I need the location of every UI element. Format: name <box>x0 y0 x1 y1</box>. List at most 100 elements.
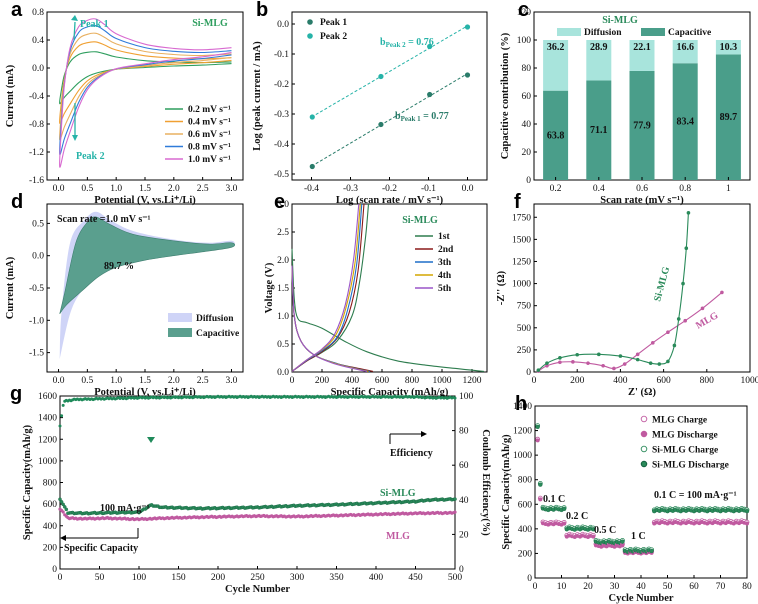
mlg-point <box>720 290 724 295</box>
mlg-curve <box>538 291 723 372</box>
legend-entry: Diffusion <box>584 28 622 38</box>
mlg-point <box>612 366 616 371</box>
si-mlg-point <box>681 281 685 286</box>
x-tick-label: 100 <box>132 573 147 583</box>
rate-label: 1 C <box>631 531 646 542</box>
bar-label-diffusion: 36.2 <box>547 42 565 53</box>
y-tick-label: -1.5 <box>29 349 44 359</box>
y2-tick-label: 20 <box>459 530 469 540</box>
discharge-curve <box>291 265 374 372</box>
y2-axis-title: Coulomb Efficiency(%) <box>480 429 491 536</box>
plot-frame <box>291 203 488 373</box>
x-tick-label: -0.2 <box>382 184 397 194</box>
mlg-point <box>61 510 65 514</box>
rate-label: 0.5 C <box>594 525 616 536</box>
x-tick-label: 0.0 <box>53 184 65 194</box>
bar-label-capacitive: 83.4 <box>676 117 694 128</box>
y-tick-label: 60 <box>522 92 532 102</box>
data-point <box>378 73 384 80</box>
efficiency-label: Efficiency <box>390 448 433 459</box>
y-tick-label: 600 <box>518 500 533 510</box>
x-tick-label: 0.6 <box>636 184 648 194</box>
legend-entry: 4th <box>438 271 452 281</box>
legend-entry: Capacitive <box>196 329 239 339</box>
x-tick-label: 70 <box>716 582 726 592</box>
panel-title: Si-MLG <box>602 15 638 26</box>
bar-diffusion <box>586 40 612 81</box>
legend-entry: 1st <box>438 232 450 242</box>
bar-capacitive <box>715 54 741 180</box>
y-tick-label: 750 <box>517 302 532 312</box>
y-tick-label: 1600 <box>38 392 57 402</box>
y-tick-label: -1.2 <box>29 148 44 158</box>
mlg-label: MLG <box>386 531 410 542</box>
x-axis-title: Scan rate (mV s⁻¹) <box>600 195 684 206</box>
x-tick-label: 200 <box>570 376 585 386</box>
y-tick-label: 1250 <box>512 257 531 267</box>
panel-h: 0 10 20 30 40 50 60 70 8002004006008001000120014… <box>501 393 752 604</box>
si-mlg-discharge-point <box>649 548 654 554</box>
plot-frame <box>533 203 751 373</box>
rate-label: 0.2 C <box>566 511 588 522</box>
panel-c: 0 20 40 60 80 100 120 Scan rate (mV s⁻¹) Capacit… <box>500 0 751 206</box>
bar-diffusion <box>543 40 569 91</box>
panel-g: 0 50 100 150 200 250 300 350 400 450 5000200400600… <box>10 383 491 595</box>
y-tick-label: -0.2 <box>274 80 289 90</box>
x-axis-title: Potential (V, vs.Li⁺/Li) <box>94 195 196 206</box>
si-mlg-discharge-point <box>591 527 596 532</box>
si-mlg-point <box>453 497 457 501</box>
si-mlg-point <box>648 361 653 365</box>
legend-marker <box>640 460 648 468</box>
y-tick-label: 200 <box>43 543 58 553</box>
y2-tick-label: 0 <box>459 565 464 575</box>
x-tick-label: 30 <box>610 582 620 592</box>
rate-label: 100 mA·g⁻¹ <box>100 503 150 514</box>
mlg-point <box>586 361 590 365</box>
si-mlg-point <box>672 343 677 348</box>
panel-title: Si-MLG <box>402 215 438 226</box>
x-tick-label: 400 <box>613 376 628 386</box>
panel-letter: d <box>11 191 23 213</box>
mlg-label: MLG <box>694 310 720 332</box>
x-tick-label: 1000 <box>741 376 758 386</box>
legend-swatch <box>168 328 192 337</box>
fit-label-peak-2: bPeak 2 = 0.76 <box>380 37 434 49</box>
bar-capacitive <box>586 80 612 180</box>
legend-entry: 2nd <box>438 245 454 255</box>
mlg-discharge-point <box>562 521 567 526</box>
legend-entry: Peak 2 <box>320 32 347 42</box>
si-mlg-point <box>618 354 623 358</box>
discharge-curve <box>291 265 368 372</box>
x-tick-label: 150 <box>171 573 186 583</box>
si-mlg-point <box>62 505 67 509</box>
y-tick-label: 100 <box>517 36 532 46</box>
x-tick-label: 0.0 <box>53 376 65 386</box>
legend-entry: 1.0 mV s⁻¹ <box>188 155 231 165</box>
x-tick-label: 0 <box>532 376 537 386</box>
data-point <box>464 72 471 78</box>
y2-tick-label: 40 <box>459 496 469 506</box>
capacity-arrowhead <box>60 535 66 541</box>
panel-letter: b <box>256 0 268 21</box>
y-tick-label: -0.5 <box>274 170 289 180</box>
panel-letter: a <box>11 0 23 21</box>
x-tick-label: 0 <box>58 573 63 583</box>
mlg-discharge-point <box>535 438 540 443</box>
x-tick-label: 200 <box>211 573 226 583</box>
panel-letter: c <box>518 0 529 21</box>
peak-1-label: Peak 1 <box>80 19 109 30</box>
si-mlg-point <box>686 211 691 215</box>
legend-entry: 0.2 mV s⁻¹ <box>188 105 231 115</box>
y-tick-label: -0.5 <box>29 284 44 294</box>
bar-capacitive <box>629 70 655 180</box>
x-tick-label: 0.0 <box>462 184 474 194</box>
y-tick-label: 0.5 <box>277 340 289 350</box>
y2-tick-label: 60 <box>459 461 469 471</box>
x-tick-label: 2.5 <box>197 376 209 386</box>
si-mlg-discharge-point <box>620 539 625 544</box>
mlg-point <box>558 360 562 365</box>
x-tick-label: -0.4 <box>304 184 319 194</box>
bar-label-diffusion: 28.9 <box>590 42 608 53</box>
si-mlg-point <box>657 362 662 366</box>
y-tick-label: 0 <box>526 368 531 378</box>
